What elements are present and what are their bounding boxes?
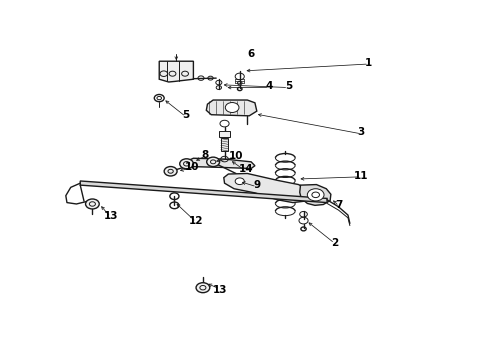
Polygon shape [220,138,228,151]
Text: 5: 5 [285,81,292,91]
Text: 9: 9 [253,180,260,190]
Circle shape [164,167,177,176]
Circle shape [225,103,239,112]
Text: 10: 10 [185,162,199,172]
Polygon shape [219,131,230,138]
Polygon shape [159,61,194,82]
Text: 13: 13 [213,285,227,296]
Circle shape [307,189,324,201]
Polygon shape [184,158,255,168]
Polygon shape [80,181,327,203]
Polygon shape [300,185,331,205]
Text: 8: 8 [201,150,208,159]
Text: 4: 4 [266,81,273,91]
Circle shape [196,283,210,293]
Circle shape [235,178,245,185]
Text: 5: 5 [182,110,190,120]
Text: 11: 11 [354,171,368,181]
Polygon shape [224,174,312,203]
Text: 2: 2 [331,238,338,248]
Polygon shape [206,100,257,116]
Circle shape [180,159,194,169]
Circle shape [86,199,99,209]
Text: 1: 1 [365,58,372,68]
Text: 12: 12 [189,216,203,226]
Text: 14: 14 [239,164,253,174]
Text: 7: 7 [336,201,343,210]
Text: 13: 13 [103,211,118,221]
Text: 10: 10 [229,151,243,161]
Circle shape [207,157,220,167]
Text: 6: 6 [247,49,255,59]
Text: 3: 3 [358,127,365,137]
